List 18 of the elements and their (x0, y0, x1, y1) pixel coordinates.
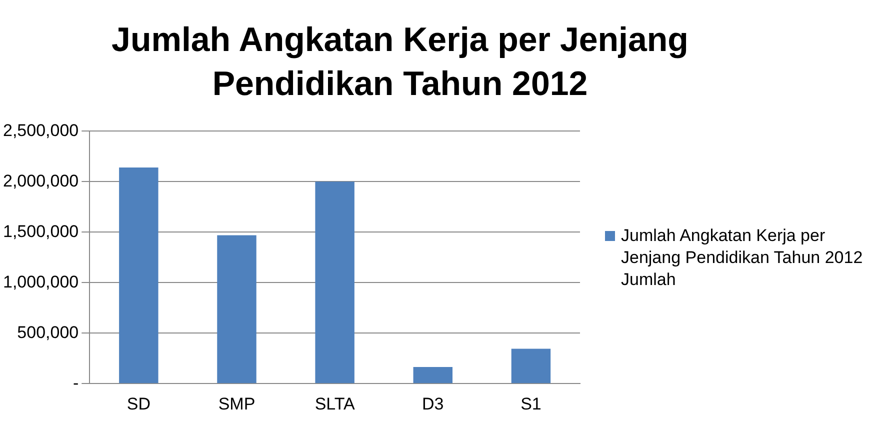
bar (315, 182, 354, 384)
chart-title: Jumlah Angkatan Kerja per Jenjang Pendidikan Tahun 2012 (110, 20, 690, 105)
y-tick-label: 2,500,000 (2, 120, 79, 140)
y-tick-label: 1,500,000 (2, 222, 79, 241)
bar (413, 366, 453, 384)
y-tick-label: - (72, 373, 79, 392)
bar (511, 348, 551, 384)
y-tick-label: 2,000,000 (2, 171, 79, 190)
x-tick-label: SLTA (314, 394, 356, 414)
bar (119, 168, 158, 384)
x-tick-label: SMP (218, 394, 256, 414)
y-tick-label: 500,000 (17, 322, 79, 342)
bar (217, 235, 256, 384)
legend-label: Jumlah Angkatan Kerja per Jenjang Pendidikan Tahun 2012 Jumlah (621, 225, 864, 291)
x-tick-label: D3 (422, 394, 444, 414)
x-tick-label: S1 (520, 394, 542, 414)
x-tick-label: SD (126, 394, 150, 414)
y-tick-label: 1,000,000 (2, 272, 79, 292)
